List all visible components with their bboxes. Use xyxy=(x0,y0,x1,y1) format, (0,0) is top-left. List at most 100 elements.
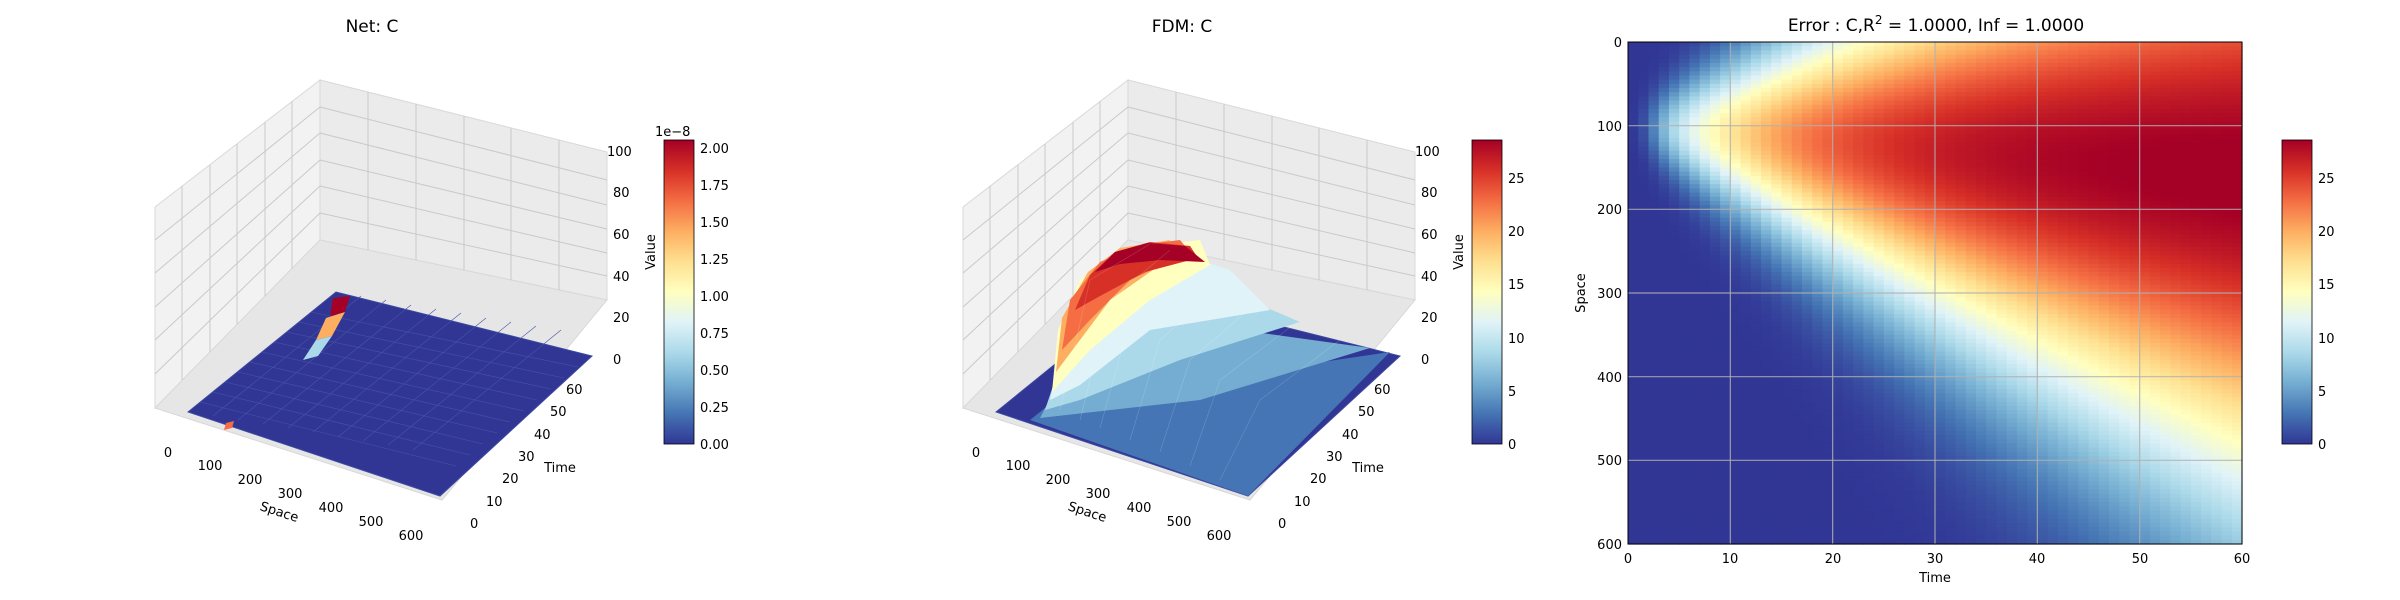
heatmap-cell xyxy=(1648,75,1660,81)
heatmap-cell xyxy=(1853,67,1864,72)
heatmap-cell xyxy=(1945,326,1957,332)
heatmap-cell xyxy=(1791,351,1803,357)
heatmap-cell xyxy=(2211,163,2223,169)
heatmap-cell xyxy=(1648,276,1660,282)
heatmap-cell xyxy=(1699,163,1711,169)
heatmap-cell xyxy=(1863,221,1875,227)
heatmap-cell xyxy=(1965,171,1977,177)
heatmap-cell xyxy=(1935,309,1946,315)
heatmap-cell xyxy=(2231,284,2243,290)
heatmap-cell xyxy=(1822,171,1834,177)
heatmap-cell xyxy=(1771,339,1783,344)
heatmap-cell xyxy=(2180,368,2192,374)
heatmap-cell xyxy=(1914,288,1926,294)
heatmap-cell xyxy=(1730,288,1742,294)
heatmap-cell xyxy=(1945,192,1957,198)
heatmap-cell xyxy=(1853,54,1864,60)
heatmap-cell xyxy=(1883,334,1895,340)
heatmap-cell xyxy=(1904,209,1916,215)
heatmap-cell xyxy=(2047,284,2059,290)
heatmap-cell xyxy=(1801,167,1813,173)
heatmap-cell xyxy=(2129,359,2141,365)
heatmap-cell xyxy=(1679,221,1690,227)
heatmap-cell xyxy=(2160,184,2171,190)
heatmap-cell xyxy=(1955,343,1967,348)
heatmap-cell xyxy=(1668,117,1680,123)
heatmap-cell xyxy=(2149,88,2161,93)
heatmap-cell xyxy=(1638,209,1650,215)
heatmap-cell xyxy=(2078,355,2090,361)
heatmap-cell xyxy=(1894,184,1905,190)
heatmap-cell xyxy=(1781,125,1793,131)
heatmap-cell xyxy=(2108,121,2120,127)
heatmap-cell xyxy=(2088,188,2100,194)
heatmap-cell xyxy=(2221,67,2233,72)
heatmap-cell xyxy=(1679,217,1690,223)
heatmap-cell xyxy=(2201,242,2212,248)
heatmap-cell xyxy=(2057,192,2069,198)
heatmap-cell xyxy=(2139,146,2151,152)
heatmap-cell xyxy=(1894,134,1905,139)
heatmap-cell xyxy=(2170,226,2182,231)
heatmap-cell xyxy=(2221,121,2233,127)
heatmap-cell xyxy=(1812,255,1824,261)
heatmap-cell xyxy=(1750,159,1762,164)
heatmap-cell xyxy=(2098,226,2110,231)
heatmap-cell xyxy=(2006,230,2018,236)
heatmap-cell xyxy=(1689,372,1701,378)
heatmap-cell xyxy=(1996,272,2008,277)
heatmap-cell xyxy=(1924,125,1936,131)
heatmap-cell xyxy=(1945,364,1957,369)
heatmap-cell xyxy=(2088,234,2100,240)
heatmap-cell xyxy=(1914,309,1926,315)
heatmap-cell xyxy=(1791,96,1803,102)
heatmap-cell xyxy=(2047,326,2059,332)
heatmap-cell xyxy=(1791,238,1803,244)
heatmap-cell xyxy=(1689,255,1701,261)
heatmap-cell xyxy=(2108,196,2120,202)
heatmap-cell xyxy=(1883,301,1895,307)
heatmap-cell xyxy=(1904,54,1916,60)
heatmap-cell xyxy=(1628,75,1639,81)
heatmap-cell xyxy=(2139,284,2151,290)
heatmap-cell xyxy=(2006,113,2018,118)
heatmap-cell xyxy=(1761,385,1772,390)
heatmap-cell xyxy=(1730,167,1742,173)
heatmap-cell xyxy=(2119,263,2131,269)
heatmap-cell xyxy=(1996,50,2008,56)
heatmap-cell xyxy=(1996,255,2008,261)
heatmap-cell xyxy=(1812,301,1824,307)
heatmap-cell xyxy=(2211,58,2223,64)
heatmap-cell xyxy=(1761,351,1772,357)
heatmap-cell xyxy=(1914,385,1926,390)
heatmap-cell xyxy=(2129,322,2141,328)
heatmap-cell xyxy=(1975,213,1987,219)
heatmap-cell xyxy=(2088,242,2100,248)
heatmap-cell xyxy=(2139,217,2151,223)
heatmap-cell xyxy=(1965,75,1977,81)
heatmap-cell xyxy=(1986,104,1997,110)
heatmap-cell xyxy=(1709,154,1721,160)
heatmap-cell xyxy=(2047,280,2059,286)
heatmap-cell xyxy=(2139,163,2151,169)
heatmap-cell xyxy=(1832,113,1844,118)
heatmap-cell xyxy=(1924,167,1936,173)
heatmap-cell xyxy=(2211,267,2223,273)
heatmap-cell xyxy=(2139,125,2151,131)
heatmap-cell xyxy=(1648,134,1660,139)
heatmap-cell xyxy=(2231,330,2243,336)
heatmap-cell xyxy=(1873,71,1885,77)
net-title: Net: C xyxy=(346,17,399,37)
heatmap-cell xyxy=(1863,83,1875,89)
heatmap-cell xyxy=(1658,322,1670,328)
heatmap-cell xyxy=(1894,313,1905,319)
heatmap-cell xyxy=(1904,234,1916,240)
heatmap-cell xyxy=(2201,171,2212,177)
heatmap-cell xyxy=(1720,42,1731,47)
heatmap-cell xyxy=(1832,196,1844,202)
heatmap-cell xyxy=(2027,318,2038,323)
heatmap-cell xyxy=(1699,58,1711,64)
heatmap-cell xyxy=(1883,113,1895,118)
heatmap-cell xyxy=(1904,88,1916,93)
heatmap-cell xyxy=(1955,180,1967,185)
